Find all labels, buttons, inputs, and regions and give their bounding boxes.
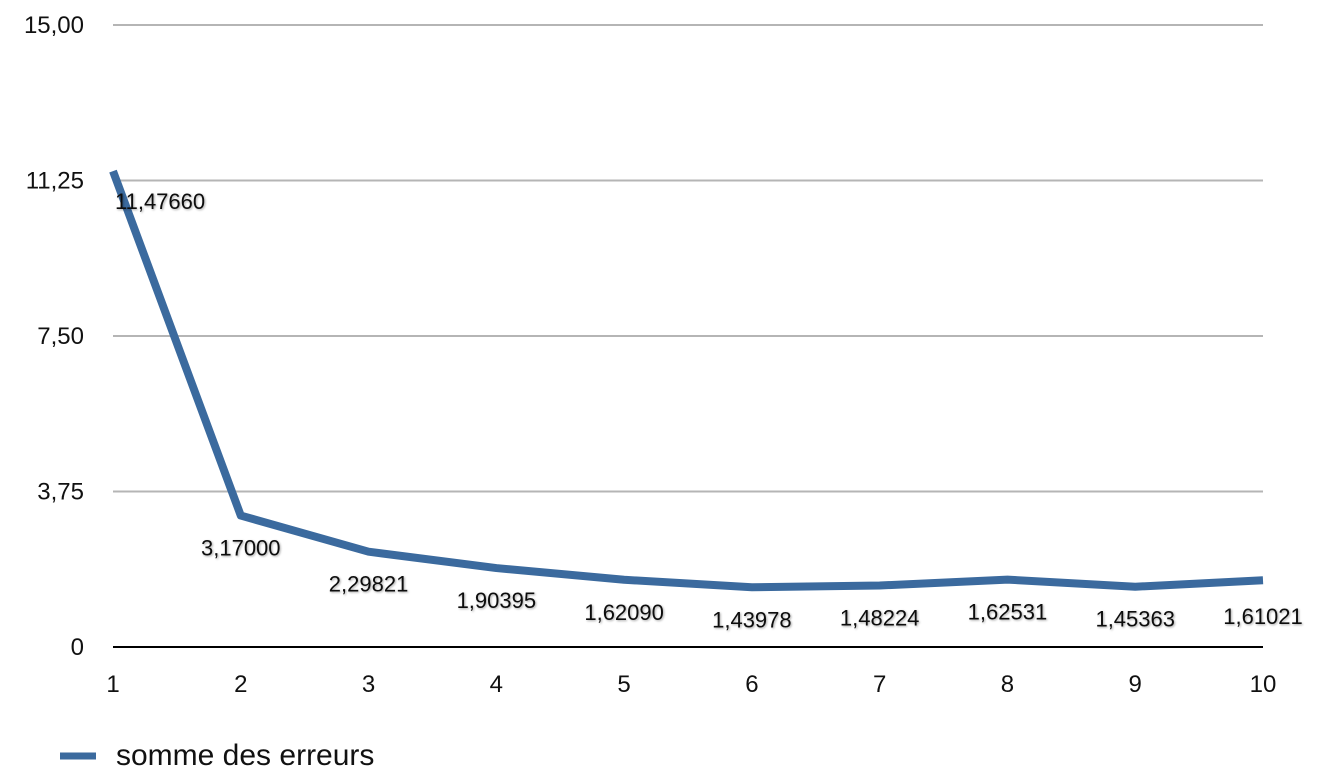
x-tick-label: 4 (490, 671, 503, 698)
x-tick-label: 2 (234, 671, 247, 698)
y-tick-label: 15,00 (24, 12, 84, 39)
x-tick-label: 5 (617, 671, 630, 698)
data-label: 2,29821 (329, 572, 409, 597)
axes: 0 3,75 7,50 11,25 15,00 1 2 3 4 5 6 7 8 9 10 (24, 12, 1276, 698)
data-labels: 11,47660 3,17000 2,29821 1,90395 1,62090 1,43… (115, 189, 1303, 632)
x-tick-label: 9 (1129, 671, 1142, 698)
x-tick-label: 3 (362, 671, 375, 698)
data-label: 1,62090 (584, 600, 664, 625)
y-tick-label: 3,75 (37, 479, 84, 506)
data-label: 1,48224 (840, 606, 920, 631)
y-tick-label: 7,50 (37, 323, 84, 350)
legend-label-somme-des-erreurs: somme des erreurs (116, 739, 374, 769)
y-tick-label: 11,25 (26, 168, 84, 195)
data-label: 1,43978 (712, 607, 792, 632)
x-tick-label: 7 (873, 671, 886, 698)
gridlines (113, 24, 1263, 493)
x-tick-label: 6 (745, 671, 758, 698)
x-tick-label: 8 (1001, 671, 1014, 698)
data-label: 11,47660 (115, 189, 205, 214)
x-tick-label: 10 (1250, 671, 1277, 698)
y-tick-label: 0 (71, 634, 84, 661)
legend: somme des erreurs (60, 739, 374, 769)
data-label: 3,17000 (201, 536, 281, 561)
data-label: 1,45363 (1095, 607, 1175, 632)
x-tick-label: 1 (106, 671, 119, 698)
data-label: 1,90395 (457, 588, 537, 613)
data-label: 1,61021 (1223, 604, 1303, 629)
data-label: 1,62531 (968, 600, 1048, 625)
series-lines (109, 169, 1264, 592)
series-line-somme-des-erreurs (109, 169, 1264, 592)
